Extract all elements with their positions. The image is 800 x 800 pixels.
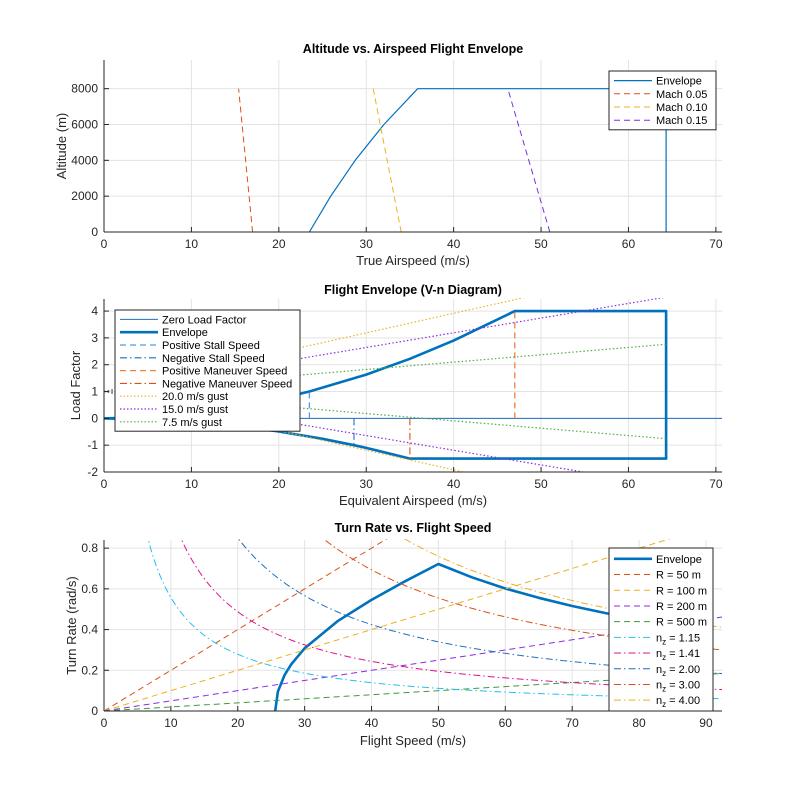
legend-label: nz = 3.00: [656, 679, 700, 693]
x-axis-label: Flight Speed (m/s): [360, 733, 466, 748]
legend-label: 7.5 m/s gust: [162, 417, 222, 429]
legend-label: Positive Stall Speed: [162, 340, 260, 352]
subplot-2: 0 10 20 30 40 50 60 70 -2 -1 0 1 2 3 4 Flight Envelope …: [68, 283, 723, 508]
legend-label: Negative Stall Speed: [162, 353, 265, 365]
legend-label: Positive Maneuver Speed: [162, 366, 287, 378]
x-tick-label: 70: [709, 237, 723, 251]
y-axis-label: Altitude (m): [54, 113, 69, 179]
chart-title: Altitude vs. Airspeed Flight Envelope: [303, 42, 523, 56]
x-tick-label: 10: [164, 716, 178, 730]
subplot-1: 0 10 20 30 40 50 60 70 0 2000 4000 6000 8000 Altitude…: [54, 42, 723, 268]
x-tick-label: 0: [101, 716, 108, 730]
x-tick-label: 50: [534, 477, 548, 491]
series-line-7-5-m-s-gust: [104, 343, 667, 440]
y-tick-label: 0.4: [81, 623, 98, 637]
y-tick-label: 1: [91, 385, 98, 399]
x-tick-label: 50: [534, 237, 548, 251]
y-tick-label: -1: [87, 438, 98, 452]
y-tick-label: 0: [91, 225, 98, 239]
series-line-r-50-m: [104, 539, 388, 712]
series-line-envelope: [273, 562, 668, 712]
legend-label: R = 500 m: [656, 617, 707, 629]
legend-box: [608, 547, 714, 712]
legend-label: nz = 2.00: [656, 664, 700, 678]
y-tick-label: 0.2: [81, 663, 98, 677]
y-axis-label: Turn Rate (rad/s): [64, 576, 79, 675]
x-tick-label: 30: [360, 477, 374, 491]
x-tick-label: 60: [499, 716, 513, 730]
subplot-3: 0 10 20 30 40 50 60 70 80 90 0 0.2 0.4 0.6 0.8 Turn Rat…: [64, 521, 723, 748]
chart-title: Turn Rate vs. Flight Speed: [335, 521, 492, 535]
legend-label: Mach 0.10: [656, 102, 707, 114]
y-tick-label: 0.8: [81, 541, 98, 555]
y-tick-label: 6000: [71, 118, 98, 132]
x-tick-label: 50: [432, 716, 446, 730]
series-line-r-100-m: [104, 539, 671, 712]
legend-label: Mach 0.15: [656, 115, 707, 127]
chart-title: Flight Envelope (V-n Diagram): [324, 283, 502, 297]
x-tick-label: 60: [622, 477, 636, 491]
series-line-n-z-2-00: [237, 539, 723, 675]
legend-label: Zero Load Factor: [162, 314, 247, 326]
y-tick-label: 2000: [71, 189, 98, 203]
x-tick-label: 60: [622, 237, 636, 251]
legend-label: R = 200 m: [656, 601, 707, 613]
x-tick-label: 10: [185, 477, 199, 491]
x-tick-label: 10: [185, 237, 199, 251]
legend-label: nz = 4.00: [656, 695, 700, 709]
y-tick-label: -2: [87, 465, 98, 479]
y-tick-label: 4000: [71, 153, 98, 167]
y-tick-label: 3: [91, 331, 98, 345]
x-tick-label: 30: [360, 237, 374, 251]
legend-label: 15.0 m/s gust: [162, 404, 228, 416]
legend-label: nz = 1.41: [656, 648, 700, 662]
x-tick-label: 90: [699, 716, 713, 730]
x-tick-label: 20: [272, 477, 286, 491]
y-tick-label: 2: [91, 358, 98, 372]
legend-label: R = 50 m: [656, 570, 701, 582]
series-line-mach-0-10: [372, 88, 402, 233]
y-tick-label: 0.6: [81, 582, 98, 596]
legend-label: Negative Maneuver Speed: [162, 378, 292, 390]
x-tick-label: 40: [447, 477, 461, 491]
series-line-n-z-1-41: [180, 539, 723, 690]
legend-label: Envelope: [162, 327, 208, 339]
y-axis-label: Load Factor: [68, 350, 83, 420]
legend-label: 20.0 m/s gust: [162, 391, 228, 403]
legend-label: nz = 1.15: [656, 632, 700, 646]
y-tick-label: 0: [91, 411, 98, 425]
x-tick-label: 40: [365, 716, 379, 730]
series-line-mach-0-15: [507, 88, 551, 233]
x-tick-label: 70: [709, 477, 723, 491]
y-tick-label: 4: [91, 304, 98, 318]
x-axis-label: Equivalent Airspeed (m/s): [339, 493, 487, 508]
x-tick-label: 40: [447, 237, 461, 251]
series-line-mach-0-05: [238, 88, 254, 233]
y-tick-label: 0: [91, 704, 98, 718]
x-tick-label: 30: [298, 716, 312, 730]
x-tick-label: 20: [231, 716, 245, 730]
y-tick-label: 8000: [71, 82, 98, 96]
x-tick-label: 0: [101, 477, 108, 491]
legend-label: Envelope: [656, 76, 702, 88]
x-tick-label: 0: [101, 237, 108, 251]
legend-label: R = 100 m: [656, 585, 707, 597]
series-line-15-0-m-s-gust: [104, 298, 665, 473]
legend: Envelope R = 50 m R = 100 m R = 200 m R = 50…: [608, 547, 714, 712]
series-line-n-z-3-00: [322, 539, 723, 651]
x-tick-label: 70: [566, 716, 580, 730]
legend-label: Envelope: [656, 554, 702, 566]
x-tick-label: 80: [632, 716, 646, 730]
x-tick-label: 20: [272, 237, 286, 251]
legend-label: Mach 0.05: [656, 89, 707, 101]
x-axis-label: True Airspeed (m/s): [356, 253, 470, 268]
